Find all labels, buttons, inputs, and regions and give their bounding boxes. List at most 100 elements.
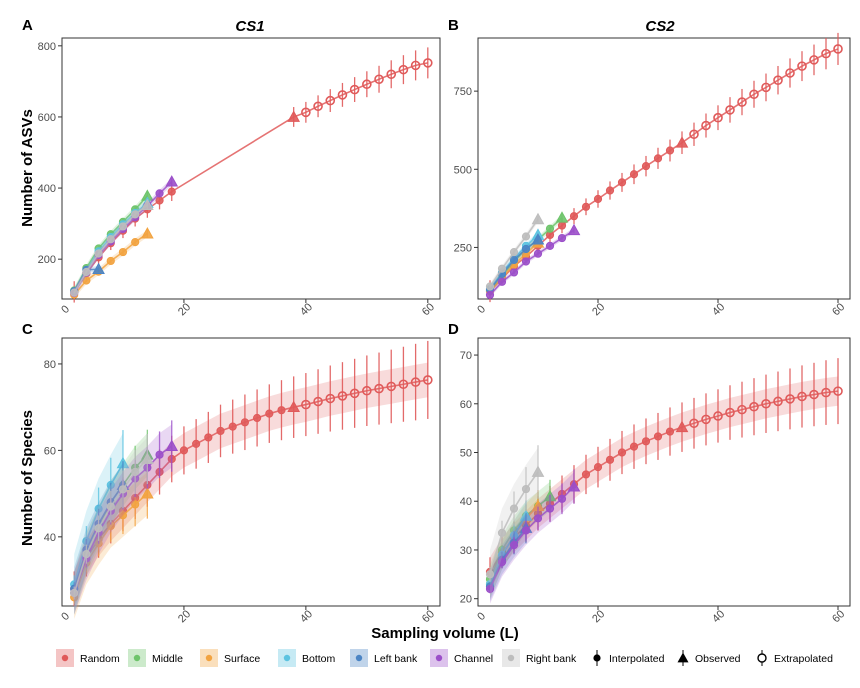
point-random-extrapolated-42 [725, 105, 735, 115]
point-random-observed [287, 110, 301, 122]
point-random-extrapolated-38 [701, 120, 711, 131]
panel-c-y-axis-title: Number of Species [19, 410, 36, 546]
point-random-extrapolated-56 [809, 55, 819, 65]
point-channel-interpolated-16 [155, 450, 164, 459]
series-rightbank [485, 212, 545, 291]
legend-marker-random [61, 654, 69, 662]
point-leftbank-interpolated-8 [521, 244, 531, 254]
series-rightbank [485, 445, 545, 599]
point-rightbank-interpolated-10 [118, 485, 128, 494]
point-random-extrapolated-56 [398, 379, 409, 390]
point-random-extrapolated-58 [821, 387, 831, 398]
panel-b-title: CS2 [645, 18, 675, 35]
point-rightbank-interpolated-10 [118, 222, 128, 231]
point-middle-observed [555, 211, 569, 223]
point-channel-interpolated-4 [497, 277, 507, 286]
point-random-extrapolated-50 [773, 75, 783, 85]
legend-method-label-observed: Observed [695, 653, 741, 665]
point-rightbank-interpolated-2 [485, 570, 495, 579]
point-surface-interpolated-4 [82, 276, 91, 285]
point-random-extrapolated-46 [337, 90, 348, 100]
legend-item-leftbank: Left bank [350, 649, 418, 667]
point-rightbank-observed [531, 465, 545, 477]
legend-marker-channel [435, 654, 443, 662]
point-random-interpolated-24 [617, 178, 627, 187]
point-random-interpolated-18 [581, 202, 591, 211]
point-surface-observed [141, 227, 154, 239]
legend-label-leftbank: Left bank [374, 653, 418, 665]
x-tick-label-20: 20 [176, 301, 193, 318]
point-channel-observed [165, 439, 179, 451]
point-random-interpolated-18 [167, 187, 176, 196]
point-random-extrapolated-50 [362, 79, 372, 90]
x-tick-label-20: 20 [590, 608, 607, 625]
y-tick-label-40: 40 [460, 496, 472, 508]
point-rightbank-interpolated-4 [497, 528, 507, 538]
point-channel-interpolated-10 [533, 514, 543, 523]
x-tick-label-60: 60 [420, 608, 437, 625]
curve-bottom [489, 515, 527, 585]
point-random-extrapolated-44 [737, 97, 747, 107]
point-surface-observed [141, 487, 154, 499]
curve-random [489, 390, 839, 573]
legend-marker-middle [133, 654, 141, 662]
series-leftbank [485, 233, 545, 294]
point-channel-interpolated-4 [497, 558, 507, 567]
legend-marker-leftbank [355, 654, 363, 662]
point-random-extrapolated-54 [386, 69, 397, 80]
x-tick-label-60: 60 [830, 608, 847, 625]
point-random-extrapolated-48 [349, 84, 360, 95]
panel-d-frame [477, 337, 851, 607]
panel-b: B CS2 20 40 60 0 250 500 750 [448, 17, 851, 318]
point-random-extrapolated-52 [785, 394, 795, 404]
point-channel-interpolated-2 [485, 290, 495, 300]
point-channel-interpolated-14 [557, 233, 567, 243]
point-rightbank-interpolated-2 [485, 282, 495, 291]
point-random-extrapolated-46 [749, 89, 759, 100]
x-tick-label-0: 0 [59, 303, 72, 316]
point-channel-interpolated-12 [545, 504, 555, 513]
point-rightbank-interpolated-4 [82, 267, 91, 277]
x-tick-label-60: 60 [830, 301, 847, 318]
point-random-extrapolated-46 [749, 401, 759, 412]
legend-label-surface: Surface [224, 653, 260, 665]
x-tick-label-40: 40 [298, 608, 315, 625]
point-random-extrapolated-54 [797, 61, 807, 71]
point-random-extrapolated-40 [713, 112, 723, 123]
point-channel-observed [567, 223, 581, 236]
point-random-extrapolated-42 [313, 396, 323, 407]
y-tick-label-60: 60 [460, 399, 472, 411]
series-channel [485, 469, 581, 604]
point-random-extrapolated-46 [337, 391, 348, 401]
point-rightbank-interpolated-2 [70, 588, 79, 598]
point-rightbank-observed [141, 452, 154, 464]
point-random-extrapolated-56 [398, 64, 409, 75]
point-random-interpolated-16 [569, 212, 579, 221]
point-rightbank-interpolated-6 [94, 524, 103, 533]
point-leftbank-observed [531, 233, 545, 245]
point-rightbank-interpolated-8 [521, 484, 531, 494]
legend-method-marker-interpolated [593, 654, 601, 662]
y-tick-label-750: 750 [454, 86, 472, 98]
point-rightbank-interpolated-6 [94, 249, 103, 258]
point-channel-interpolated-2 [485, 584, 495, 594]
legend-item-middle: Middle [128, 649, 183, 667]
point-random-extrapolated-40 [301, 399, 311, 410]
point-random-extrapolated-50 [362, 385, 372, 396]
y-tick-label-400: 400 [38, 183, 56, 195]
y-tick-label-20: 20 [460, 594, 472, 606]
legend-label-channel: Channel [454, 653, 493, 665]
point-random-extrapolated-38 [701, 414, 711, 425]
point-random-observed [675, 420, 689, 433]
series-channel [485, 223, 581, 300]
legend-item-rightbank: Right bank [502, 649, 577, 667]
point-random-interpolated-30 [240, 418, 250, 427]
point-middle-interpolated-12 [545, 224, 555, 233]
ribbon-leftbank [490, 513, 526, 602]
panel-a-y-axis-title: Number of ASVs [19, 109, 36, 227]
point-random-extrapolated-42 [725, 407, 735, 418]
point-random-extrapolated-52 [785, 68, 795, 78]
panel-d-letter: D [448, 321, 459, 338]
